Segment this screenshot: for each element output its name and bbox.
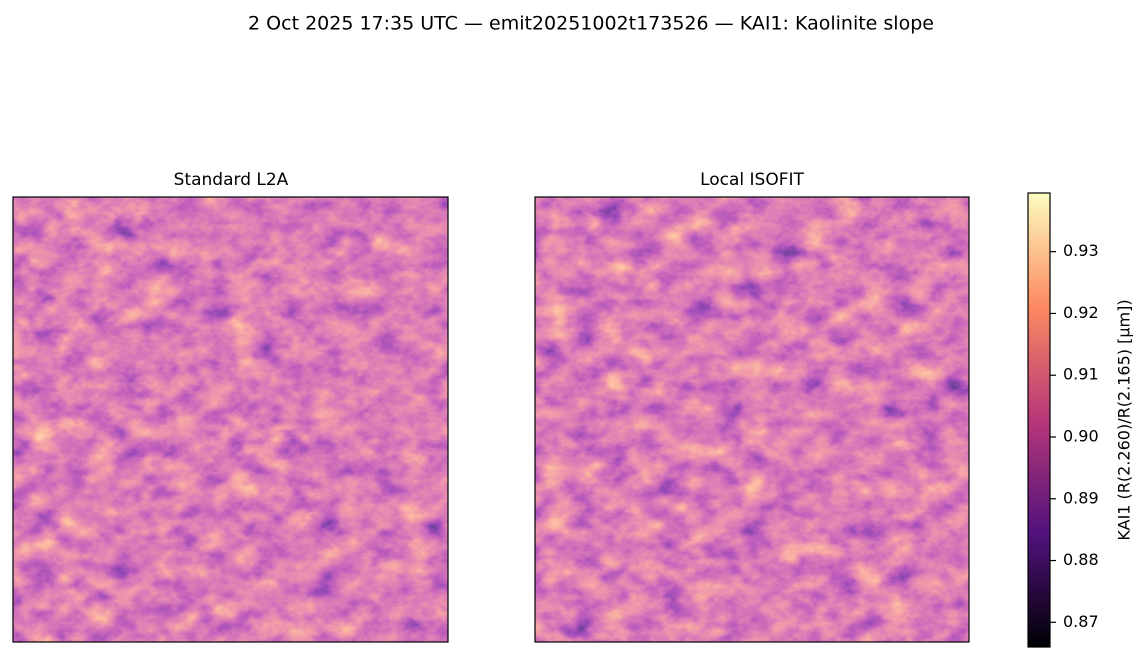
panel-frame (534, 196, 970, 643)
tick-label: 0.90 (1063, 426, 1099, 445)
colorbar-label: KAI1 (R(2.260)/R(2.165) [μm]) (1115, 299, 1134, 540)
tick-label: 0.91 (1063, 365, 1099, 384)
tick-label: 0.87 (1063, 612, 1099, 631)
image-panel (13, 197, 448, 642)
panel-frame (12, 196, 449, 643)
panel-title: Local ISOFIT (700, 170, 804, 190)
tick-label: 0.92 (1063, 303, 1099, 322)
figure-title: 2 Oct 2025 17:35 UTC — emit20251002t1735… (248, 13, 934, 35)
tick-label: 0.89 (1063, 488, 1099, 507)
panel-title: Standard L2A (174, 170, 289, 190)
colorbar (1027, 192, 1051, 648)
tick-label: 0.88 (1063, 550, 1099, 569)
tick-label: 0.93 (1063, 241, 1099, 260)
image-panel (535, 197, 969, 642)
